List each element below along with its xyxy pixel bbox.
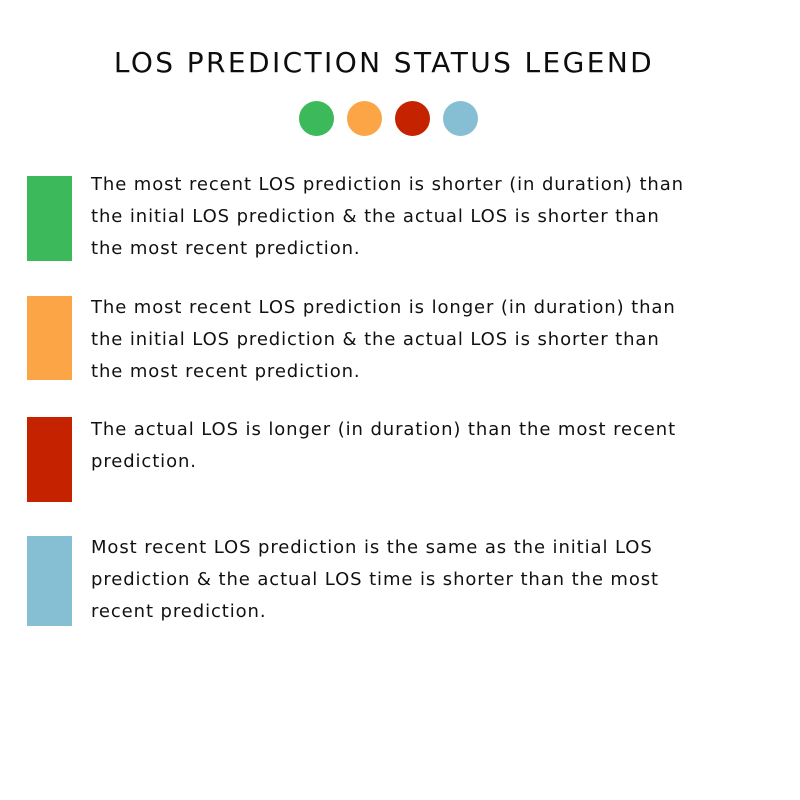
legend-swatch-green [27, 176, 72, 261]
legend-description-red: The actual LOS is longer (in duration) t… [91, 414, 781, 478]
legend-description-orange: The most recent LOS prediction is longer… [91, 292, 781, 388]
legend-swatch-orange [27, 296, 72, 380]
status-dot-row [299, 101, 478, 136]
status-dot-blue [443, 101, 478, 136]
legend-line: The most recent LOS prediction is shorte… [91, 174, 684, 195]
legend-line: prediction. [91, 451, 197, 472]
status-dot-green [299, 101, 334, 136]
legend-line: Most recent LOS prediction is the same a… [91, 537, 653, 558]
status-dot-orange [347, 101, 382, 136]
legend-swatch-red [27, 417, 72, 502]
legend-description-blue: Most recent LOS prediction is the same a… [91, 532, 781, 628]
legend-title: LOS PREDICTION STATUS LEGEND [113, 46, 655, 79]
legend-line: the most recent prediction. [91, 361, 361, 382]
legend-line: recent prediction. [91, 601, 267, 622]
legend-swatch-blue [27, 536, 72, 626]
legend-line: prediction & the actual LOS time is shor… [91, 569, 660, 590]
legend-description-green: The most recent LOS prediction is shorte… [91, 169, 781, 265]
status-dot-red [395, 101, 430, 136]
legend-line: The actual LOS is longer (in duration) t… [91, 419, 677, 440]
legend-line: the most recent prediction. [91, 238, 361, 259]
legend-line: The most recent LOS prediction is longer… [91, 297, 676, 318]
legend-line: the initial LOS prediction & the actual … [91, 206, 660, 227]
legend-line: the initial LOS prediction & the actual … [91, 329, 660, 350]
